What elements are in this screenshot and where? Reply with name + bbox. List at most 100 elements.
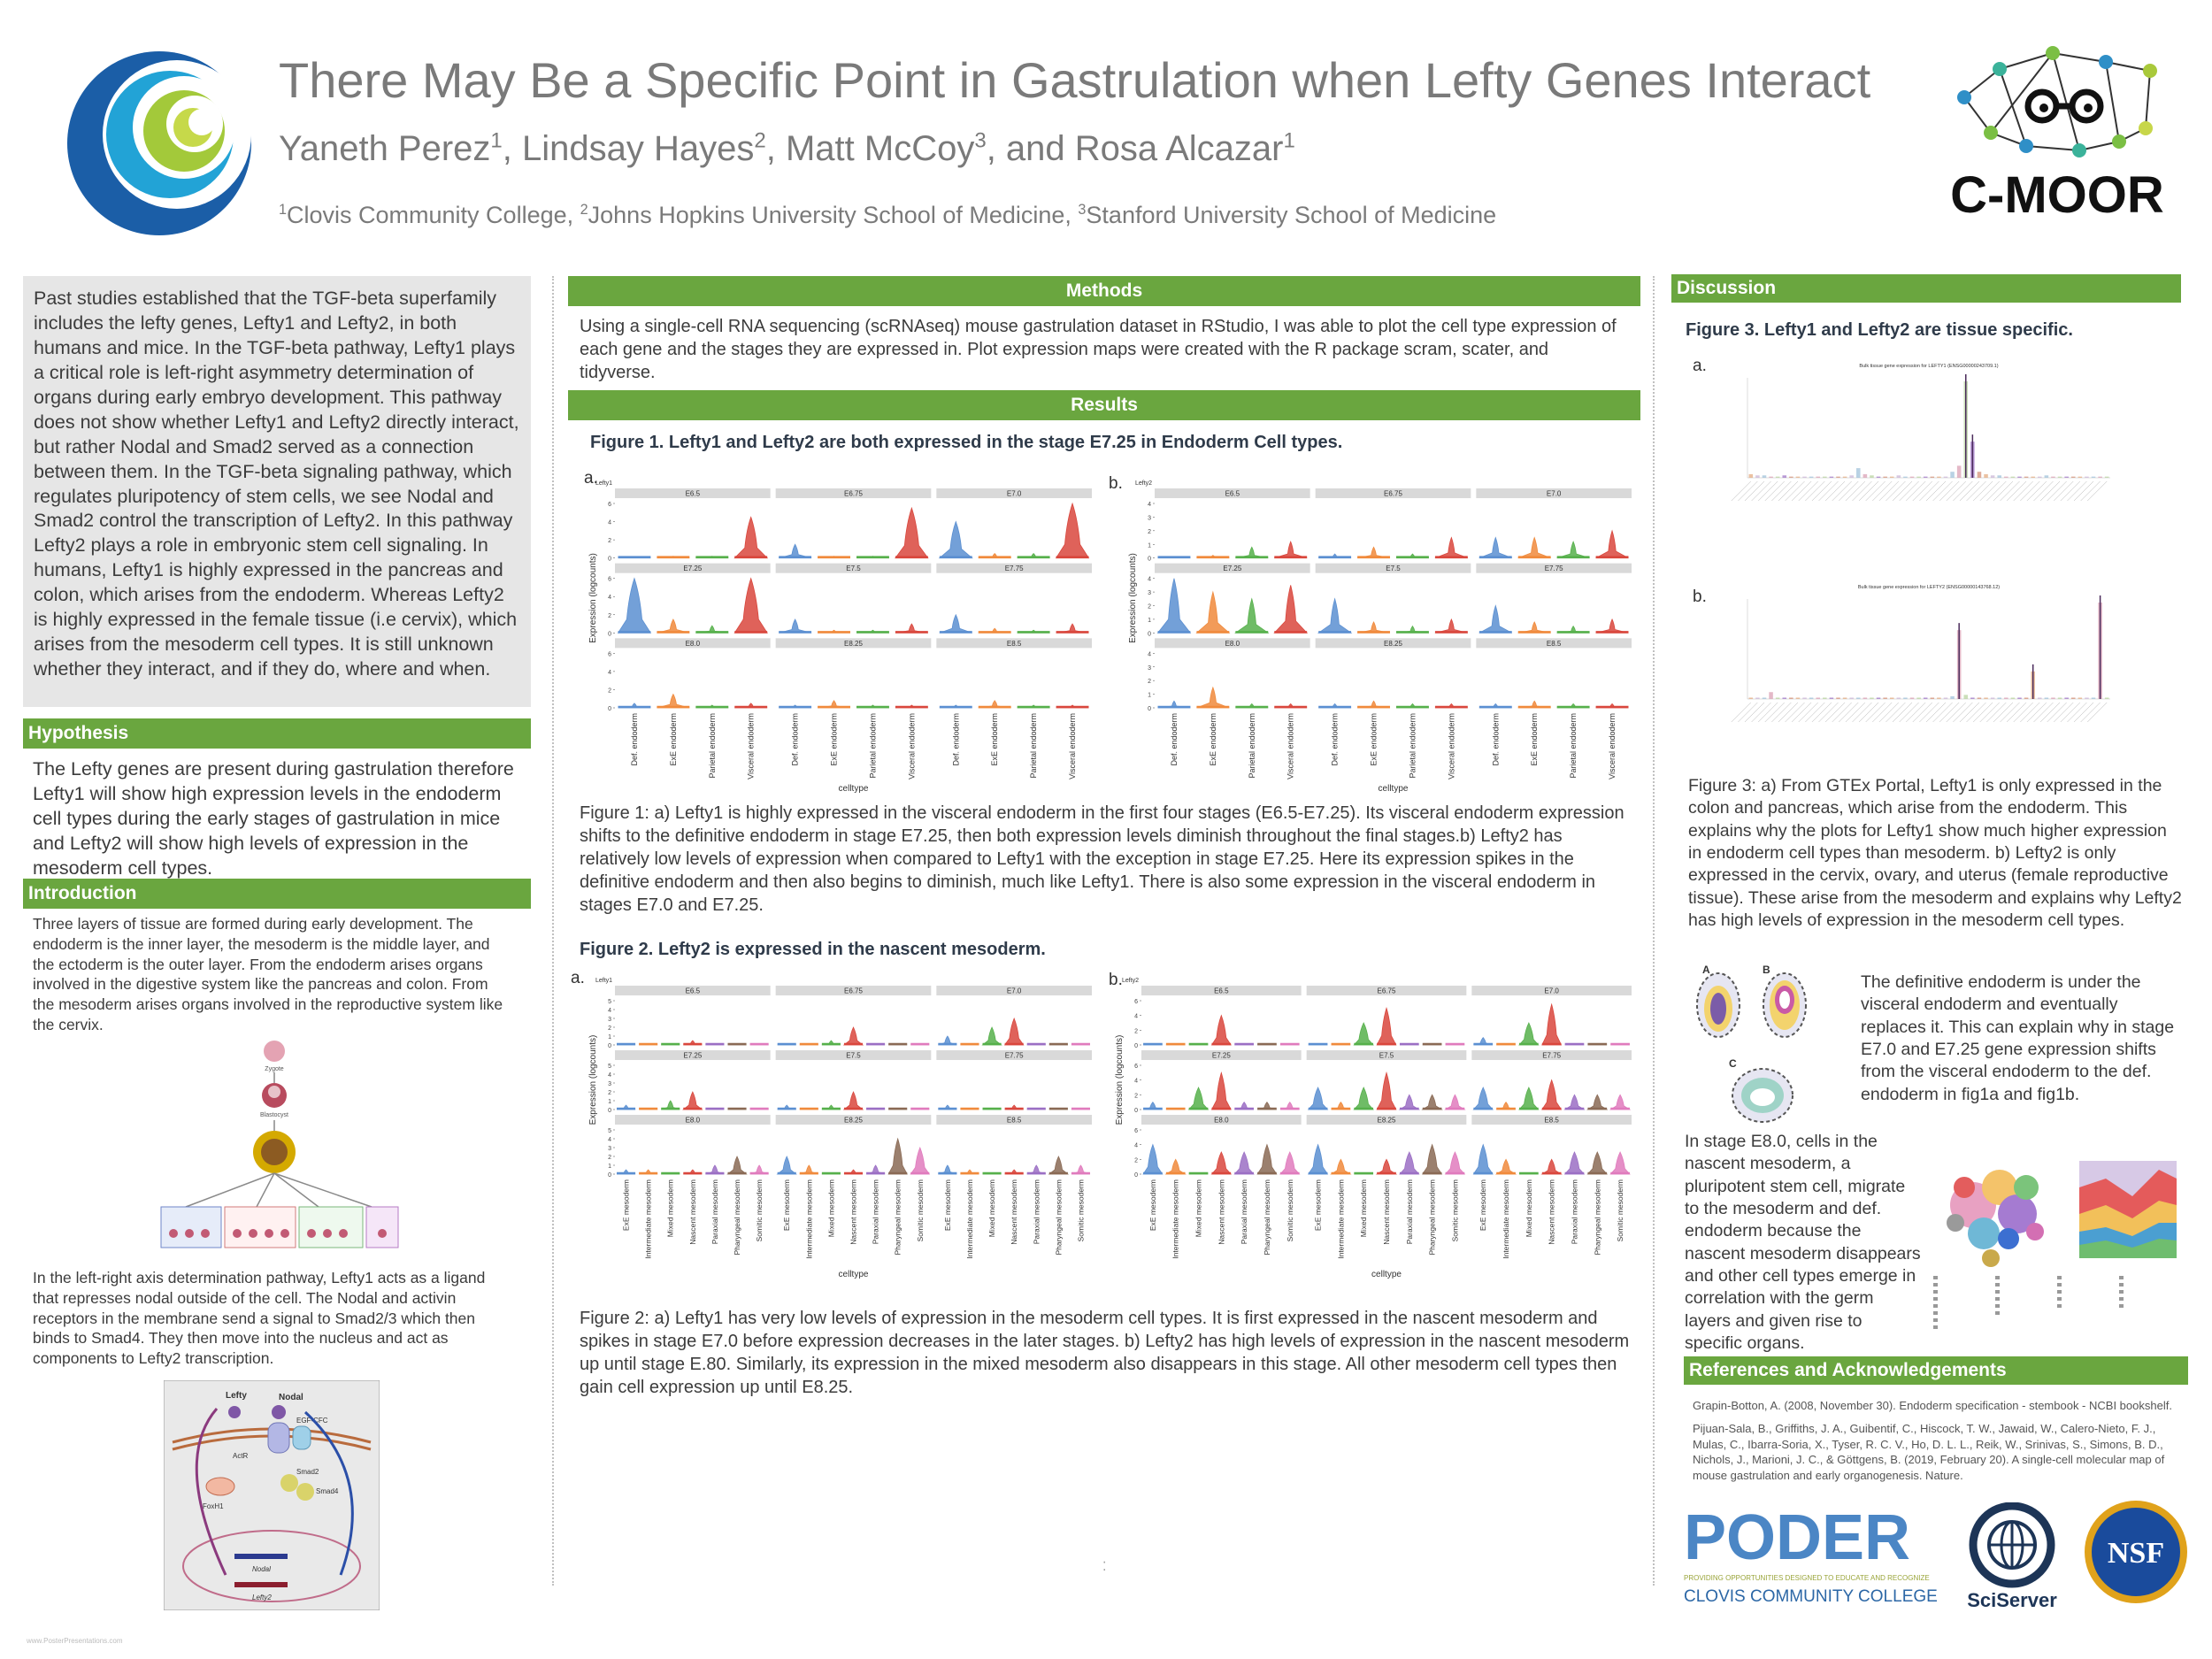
nodal-label: Nodal <box>279 1393 303 1402</box>
facet-strip <box>936 986 1092 995</box>
gtex-tick-label <box>1972 702 1993 723</box>
author-sup: 3 <box>974 128 987 153</box>
violin-mark <box>938 1035 957 1046</box>
gtex-tick-label <box>1845 702 1866 723</box>
gtex-tick-label <box>1852 702 1872 723</box>
gtex-bar <box>2091 476 2096 478</box>
facet-label: E8.5 <box>1007 640 1022 648</box>
gtex-tick-label <box>1892 702 1913 723</box>
violin-mark <box>842 1026 864 1046</box>
violin-mark <box>776 1156 797 1175</box>
facet-strip <box>1141 986 1302 995</box>
x-tick-label: Visceral endoderm <box>907 713 916 780</box>
hypothesis-text: The Lefty genes are present during gastr… <box>33 758 514 879</box>
gtex-tick-label <box>1811 480 1832 502</box>
gtex-bar <box>1762 697 1767 699</box>
gtex-bar <box>1802 476 1807 478</box>
fig2a-label: a. <box>571 969 585 987</box>
violin-mark <box>1399 1151 1420 1175</box>
gtex-tick-label <box>1953 480 1973 502</box>
facet-label: E6.5 <box>1214 987 1229 995</box>
x-tick-label: Intermediate mesoderm <box>644 1179 653 1259</box>
facet-strip <box>615 563 771 573</box>
y-tick-label: 4 <box>608 1072 611 1079</box>
gtex-bar <box>1755 475 1760 478</box>
x-tick-label: Somitic mesoderm <box>1286 1179 1294 1241</box>
smad2-label: Smad2 <box>296 1468 319 1476</box>
gtex-tick-label <box>2039 480 2061 502</box>
gtex-bar <box>1829 476 1834 478</box>
gtex-plot-title: Bulk tissue gene expression for LEFTY1 (… <box>1859 364 1998 369</box>
x-tick-label: Visceral endoderm <box>1068 713 1077 780</box>
gtex-bar <box>1836 476 1840 478</box>
facet-strip <box>936 1050 1092 1060</box>
y-tick-label: 0 <box>608 706 611 712</box>
gtex-tick-label <box>1899 702 1919 723</box>
sciserver-logo: SciServer <box>1967 1502 2057 1611</box>
poder-sub-text: PROVIDING OPPORTUNITIES DESIGNED TO EDUC… <box>1684 1574 1930 1582</box>
gtex-tick-label <box>1785 702 1805 723</box>
poder-logo-text: PODER <box>1684 1502 1910 1573</box>
y-tick-label: 0 <box>1134 1172 1138 1179</box>
facet-label: E8.0 <box>1225 640 1240 648</box>
facet-strip <box>1155 638 1310 649</box>
violin-mark <box>1395 625 1429 634</box>
gtex-bar <box>2051 476 2055 478</box>
facet-strip <box>775 1050 932 1060</box>
gtex-bar <box>1923 697 1928 699</box>
violin-mark <box>1479 604 1512 634</box>
x-tick-label: Intermediate mesoderm <box>1171 1179 1180 1259</box>
x-tick-label: ExE mesoderm <box>943 1179 952 1231</box>
gtex-bar <box>1782 475 1787 478</box>
gtex-tick-label <box>1986 480 2007 502</box>
gtex-tick-label <box>2087 480 2108 502</box>
gtex-bar <box>1909 476 1915 478</box>
plot-title: Lefty2 <box>1135 480 1152 487</box>
violin-mark <box>1330 1158 1352 1175</box>
plot-title: Lefty2 <box>1122 978 1139 984</box>
hypothesis-header: Hypothesis <box>23 718 531 749</box>
gtex-tick-label <box>1932 702 1953 723</box>
gtex-bar <box>2004 697 2008 699</box>
affiliation-sup: 2 <box>580 202 588 218</box>
gtex-bar <box>1990 475 1995 478</box>
smad4-label: Smad4 <box>316 1487 339 1495</box>
facet-label: E7.0 <box>1547 490 1562 498</box>
e80-text: In stage E8.0, cells in the nascent meso… <box>1685 1132 1921 1354</box>
center-mark: ⁚ <box>1102 1559 1107 1573</box>
violin-mark <box>1273 585 1309 634</box>
gtex-bar <box>1762 475 1767 478</box>
nodal-gene-label: Nodal <box>252 1565 271 1573</box>
facet-label: E8.0 <box>1214 1117 1229 1125</box>
x-tick-label: Intermediate mesoderm <box>965 1179 974 1259</box>
germ-layer-tree-figure: Zygote Blastocyst <box>160 1041 399 1248</box>
gtex-bar <box>1896 475 1901 478</box>
author-sup: 2 <box>754 128 766 153</box>
gtex-tick-label <box>1764 480 1785 502</box>
gtex-bar <box>1984 473 1988 478</box>
x-tick-label: Pharyngeal mesoderm <box>733 1179 741 1256</box>
author-name: Yaneth Perez <box>279 129 491 168</box>
gtex-bar <box>2085 697 2089 699</box>
fig3-caption: Figure 3: a) From GTEx Portal, Lefty1 is… <box>1688 776 2182 931</box>
x-tick-label: Nascent mesoderm <box>688 1179 697 1245</box>
y-tick-label: 2 <box>1148 529 1151 535</box>
gtex-tick-label <box>2039 702 2061 723</box>
gtex-bar <box>1889 476 1894 478</box>
gtex-bar <box>1823 476 1827 478</box>
x-tick-label: Mixed mesoderm <box>987 1179 996 1237</box>
y-tick-label: 3 <box>608 1081 611 1087</box>
gtex-bar <box>1977 472 1982 478</box>
gtex-bar <box>1997 475 2001 478</box>
violin-mark <box>1517 700 1551 709</box>
gtex-bar <box>1984 697 1988 699</box>
y-tick-label: 4 <box>1148 502 1151 508</box>
gtex-tick-label <box>2060 702 2080 723</box>
gtex-tick-label <box>1886 480 1906 502</box>
facet-label: E7.5 <box>846 1052 861 1060</box>
y-tick-label: 6 <box>608 651 611 657</box>
gtex-tick-label <box>1912 480 1932 502</box>
violin-mark <box>887 1137 908 1175</box>
gtex-tick-label <box>1852 480 1872 502</box>
y-tick-label: 2 <box>1134 1157 1138 1164</box>
